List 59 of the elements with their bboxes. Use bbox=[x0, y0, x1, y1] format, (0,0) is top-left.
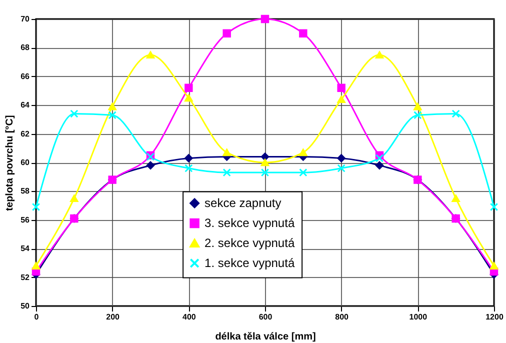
point bbox=[337, 96, 346, 104]
legend-label: sekce zapnuty bbox=[204, 196, 282, 210]
y-tick-label: 62 bbox=[20, 129, 30, 138]
point bbox=[222, 168, 231, 177]
point bbox=[260, 152, 270, 161]
point bbox=[452, 194, 460, 202]
y-tick-label: 50 bbox=[20, 302, 30, 310]
point bbox=[32, 262, 40, 270]
y-tick-label: 54 bbox=[20, 244, 30, 254]
point bbox=[222, 29, 231, 38]
point bbox=[490, 262, 498, 270]
x-tick-label: 800 bbox=[335, 312, 350, 322]
point bbox=[260, 14, 270, 24]
y-axis-title: teplota povrchu [°C] bbox=[4, 115, 16, 211]
y-tick-label: 68 bbox=[20, 43, 30, 52]
point bbox=[222, 148, 231, 156]
point bbox=[337, 154, 346, 162]
point bbox=[414, 111, 422, 120]
point bbox=[490, 202, 498, 212]
point bbox=[184, 94, 193, 102]
point bbox=[32, 202, 40, 212]
x-tick-label: 600 bbox=[258, 312, 273, 322]
point bbox=[299, 148, 308, 156]
point bbox=[184, 164, 193, 172]
y-tick-label: 66 bbox=[20, 72, 30, 81]
point bbox=[108, 102, 116, 110]
point bbox=[108, 111, 116, 120]
y-tick-label: 70 bbox=[20, 14, 30, 24]
x-axis-title: délka těla válce [mm] bbox=[215, 332, 316, 342]
y-tick-label: 58 bbox=[20, 186, 30, 196]
x-tick-label: 1200 bbox=[486, 312, 504, 322]
point bbox=[414, 102, 422, 110]
legend-label: 3. sekce vypnutá bbox=[204, 216, 295, 230]
point bbox=[299, 29, 308, 38]
point bbox=[375, 154, 384, 162]
point bbox=[299, 168, 308, 177]
point bbox=[375, 51, 384, 59]
point bbox=[452, 110, 460, 118]
point bbox=[146, 51, 155, 59]
point bbox=[184, 84, 193, 92]
point bbox=[337, 164, 346, 172]
y-tick-label: 60 bbox=[20, 158, 30, 167]
point bbox=[70, 194, 78, 202]
x-tick-label: 1000 bbox=[409, 312, 428, 322]
point bbox=[260, 158, 270, 166]
legend-label: 1. sekce vypnutá bbox=[204, 256, 295, 270]
point bbox=[184, 154, 193, 162]
y-tick-label: 64 bbox=[20, 100, 30, 110]
point bbox=[146, 161, 155, 170]
x-tick-label: 400 bbox=[182, 312, 196, 322]
y-tick-label: 52 bbox=[20, 272, 30, 282]
point bbox=[375, 161, 384, 170]
x-tick-label: 0 bbox=[34, 312, 40, 322]
legend-label: 2. sekce vypnutá bbox=[204, 236, 295, 250]
x-tick-label: 200 bbox=[106, 312, 120, 322]
point bbox=[70, 110, 78, 118]
point bbox=[337, 84, 346, 92]
point bbox=[260, 168, 270, 177]
y-tick-label: 56 bbox=[20, 215, 30, 224]
